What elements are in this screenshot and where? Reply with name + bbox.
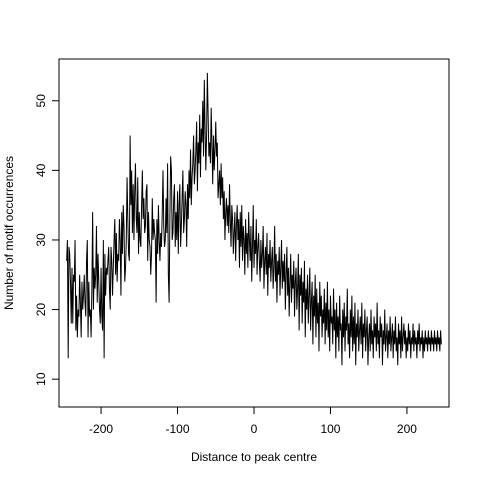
y-axis-title: Number of motif occurrences <box>2 156 16 310</box>
y-tick-label: 40 <box>34 163 48 177</box>
y-axis: 10 20 30 40 50 <box>34 94 59 386</box>
y-tick-label: 20 <box>34 303 48 317</box>
x-tick-label: -200 <box>89 422 113 436</box>
y-tick-label: 10 <box>34 372 48 386</box>
y-tick-label: 50 <box>34 94 48 108</box>
x-tick-label: -100 <box>166 422 190 436</box>
series-line <box>66 72 442 366</box>
x-axis: -200 -100 0 100 200 <box>89 407 417 436</box>
x-tick-label: 0 <box>251 422 258 436</box>
x-tick-label: 200 <box>397 422 417 436</box>
x-axis-title: Distance to peak centre <box>191 450 317 464</box>
y-tick-label: 30 <box>34 233 48 247</box>
x-tick-label: 100 <box>320 422 340 436</box>
